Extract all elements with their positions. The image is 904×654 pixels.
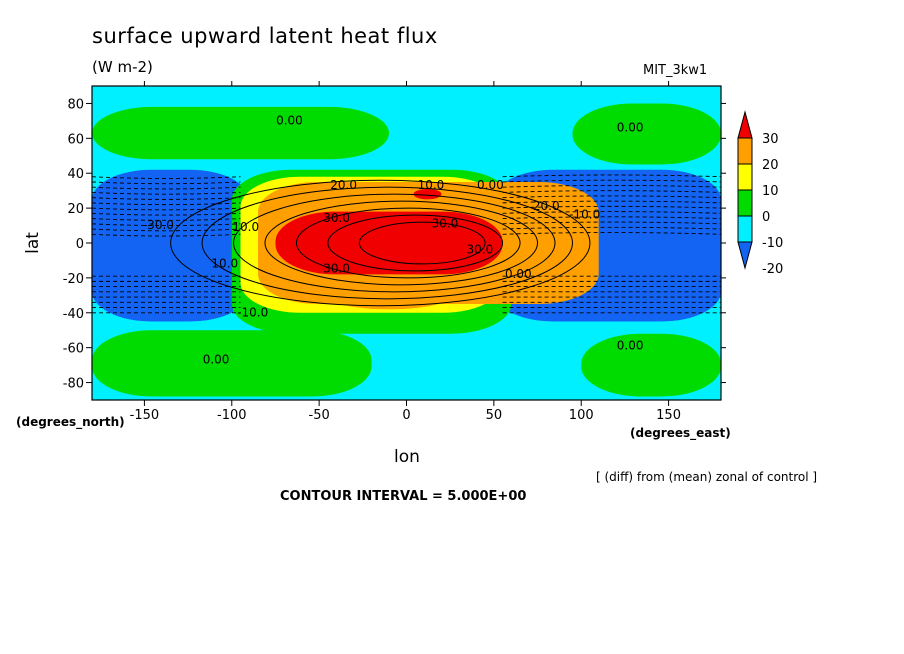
y-tick-label: 80 <box>67 97 84 112</box>
contour-lines <box>92 174 721 314</box>
x-tick-label: -100 <box>217 408 247 423</box>
y-tick-label: 0 <box>76 237 84 252</box>
y-tick-label: 20 <box>67 202 84 217</box>
contour-positive <box>233 193 556 293</box>
contour-negative <box>92 223 241 226</box>
contour-label: 0.00 <box>203 352 230 366</box>
colorbar-label: 10 <box>762 184 779 199</box>
x-tick-label: -150 <box>130 408 160 423</box>
y-axis-label: lat <box>23 232 43 254</box>
colorbar-arrow-bottom <box>737 241 753 270</box>
colorbar-arrow-top <box>737 110 753 139</box>
x-tick-label: 50 <box>486 408 503 423</box>
contour-negative <box>502 190 721 193</box>
colorbar-label: 20 <box>762 158 779 173</box>
x-tick-label: 100 <box>569 408 594 423</box>
contour-negative <box>92 207 241 211</box>
y-tick-label: 60 <box>67 132 84 147</box>
contour-negative <box>92 197 241 200</box>
contour-label: 10.0 <box>232 220 259 234</box>
colorbar-label: -20 <box>762 262 783 277</box>
x-tick-label: 0 <box>402 408 410 423</box>
field-region-1 <box>572 103 721 165</box>
model-label: MIT_3kw1 <box>643 63 708 78</box>
contour-label: 0.00 <box>477 178 504 192</box>
contour-label: 20.0 <box>330 178 357 192</box>
contour-positive <box>358 221 486 265</box>
colorbar-swatch <box>737 137 753 165</box>
contour-label: 0.00 <box>505 267 532 281</box>
contour-negative <box>502 216 721 220</box>
x-axis: -150 -100 -50 0 50 100 150 <box>130 81 681 423</box>
contour-positive <box>327 214 504 272</box>
contour-positive <box>295 207 521 279</box>
contour-label: -10.0 <box>237 305 268 319</box>
y-tick-label: -40 <box>63 307 84 322</box>
contour-label: 30.0 <box>323 211 350 225</box>
colorbar-label: -10 <box>762 236 783 251</box>
contour-negative <box>502 184 721 188</box>
contour-positive <box>170 179 591 307</box>
contour-negative <box>92 228 241 232</box>
x-unit-label: (degrees_east) <box>630 426 731 440</box>
contour-negative <box>502 205 721 209</box>
contour-label: 0.00 <box>276 113 303 127</box>
y-unit-label: (degrees_north) <box>16 415 125 429</box>
chart-units: (W m-2) <box>92 58 153 76</box>
contour-label: 0.00 <box>617 338 644 352</box>
contour-label: -10.0 <box>569 208 600 222</box>
contour-negative <box>92 202 241 206</box>
contour-positive <box>264 200 539 286</box>
colorbar-swatch <box>737 215 753 243</box>
x-tick-label: 150 <box>656 408 681 423</box>
y-tick-label: 40 <box>67 167 84 182</box>
contour-interval: CONTOUR INTERVAL = 5.000E+00 <box>280 489 527 504</box>
colorbar-label: 0 <box>762 210 770 225</box>
contour-negative <box>502 179 721 183</box>
contour-label: 0.00 <box>617 120 644 134</box>
colorbar-swatch <box>737 163 753 191</box>
contour-labels: 0.00 0.00 20.0 10.0 0.00 20.0 30.0 10.0 -30.0 30.… <box>143 113 644 366</box>
contour-negative <box>92 233 241 237</box>
contour-negative <box>502 221 721 225</box>
contour-label: 10.0 <box>418 178 445 192</box>
contour-negative <box>92 212 241 216</box>
x-axis-label: lon <box>394 447 420 467</box>
y-tick-label: -60 <box>63 342 84 357</box>
chart-title: surface upward latent heat flux <box>92 24 438 48</box>
colorbar-label: 30 <box>762 132 779 147</box>
contour-negative <box>502 211 721 214</box>
y-tick-label: -80 <box>63 377 84 392</box>
contour-label: 30.0 <box>467 242 494 256</box>
contour-negative <box>502 232 721 235</box>
field-region-0 <box>92 106 390 160</box>
contour-label: 30.0 <box>323 262 350 276</box>
field-region-2 <box>92 330 372 397</box>
contour-positive <box>201 186 573 300</box>
colorbar: 30 20 10 0 -10 -20 <box>737 110 783 277</box>
contour-label: 10.0 <box>211 256 238 270</box>
contour-negative <box>92 218 241 221</box>
contour-label: 20.0 <box>533 199 560 213</box>
field-region-3 <box>581 333 721 397</box>
contour-label: 30.0 <box>432 216 459 230</box>
contour-negative <box>502 174 721 178</box>
contour-negative <box>502 226 721 230</box>
colorbar-swatch <box>737 189 753 217</box>
contour-negative <box>92 176 241 179</box>
y-tick-label: -20 <box>63 272 84 287</box>
diff-note: [ (diff) from (mean) zonal of control ] <box>596 470 818 484</box>
field-region-9 <box>275 211 503 275</box>
x-tick-label: -50 <box>309 408 330 423</box>
y-axis: 80 60 40 20 0 -20 -40 -60 -80 <box>63 97 726 392</box>
contour-label: -30.0 <box>143 218 174 232</box>
contour-negative <box>92 191 241 195</box>
contour-negative <box>502 200 721 204</box>
contour-negative <box>502 195 721 199</box>
contour-negative <box>92 181 241 185</box>
field-spot-2 <box>413 188 442 200</box>
contour-negative <box>92 186 241 190</box>
